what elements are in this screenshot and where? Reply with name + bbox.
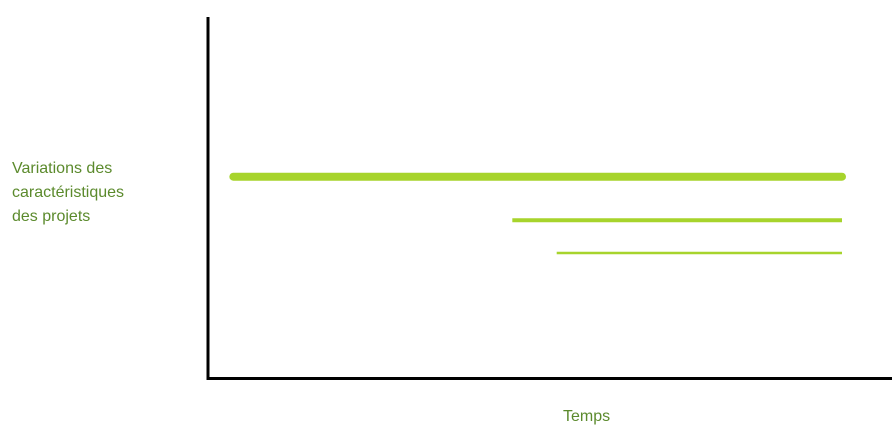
y-axis-label-line-2: caractéristiques	[12, 184, 125, 201]
x-axis-label: Temps	[563, 408, 611, 425]
y-axis-label-line-3: des projets	[12, 208, 91, 225]
series-group	[229, 172, 846, 255]
axes	[206, 17, 892, 380]
y-axis-label-word-des: des	[86, 160, 113, 177]
y-axis-label-line-1: Variations des	[12, 157, 176, 181]
y-axis-label: Variations des caractéristiques des proj…	[12, 157, 176, 229]
y-axis-label-word-variations: Variations	[12, 160, 82, 177]
